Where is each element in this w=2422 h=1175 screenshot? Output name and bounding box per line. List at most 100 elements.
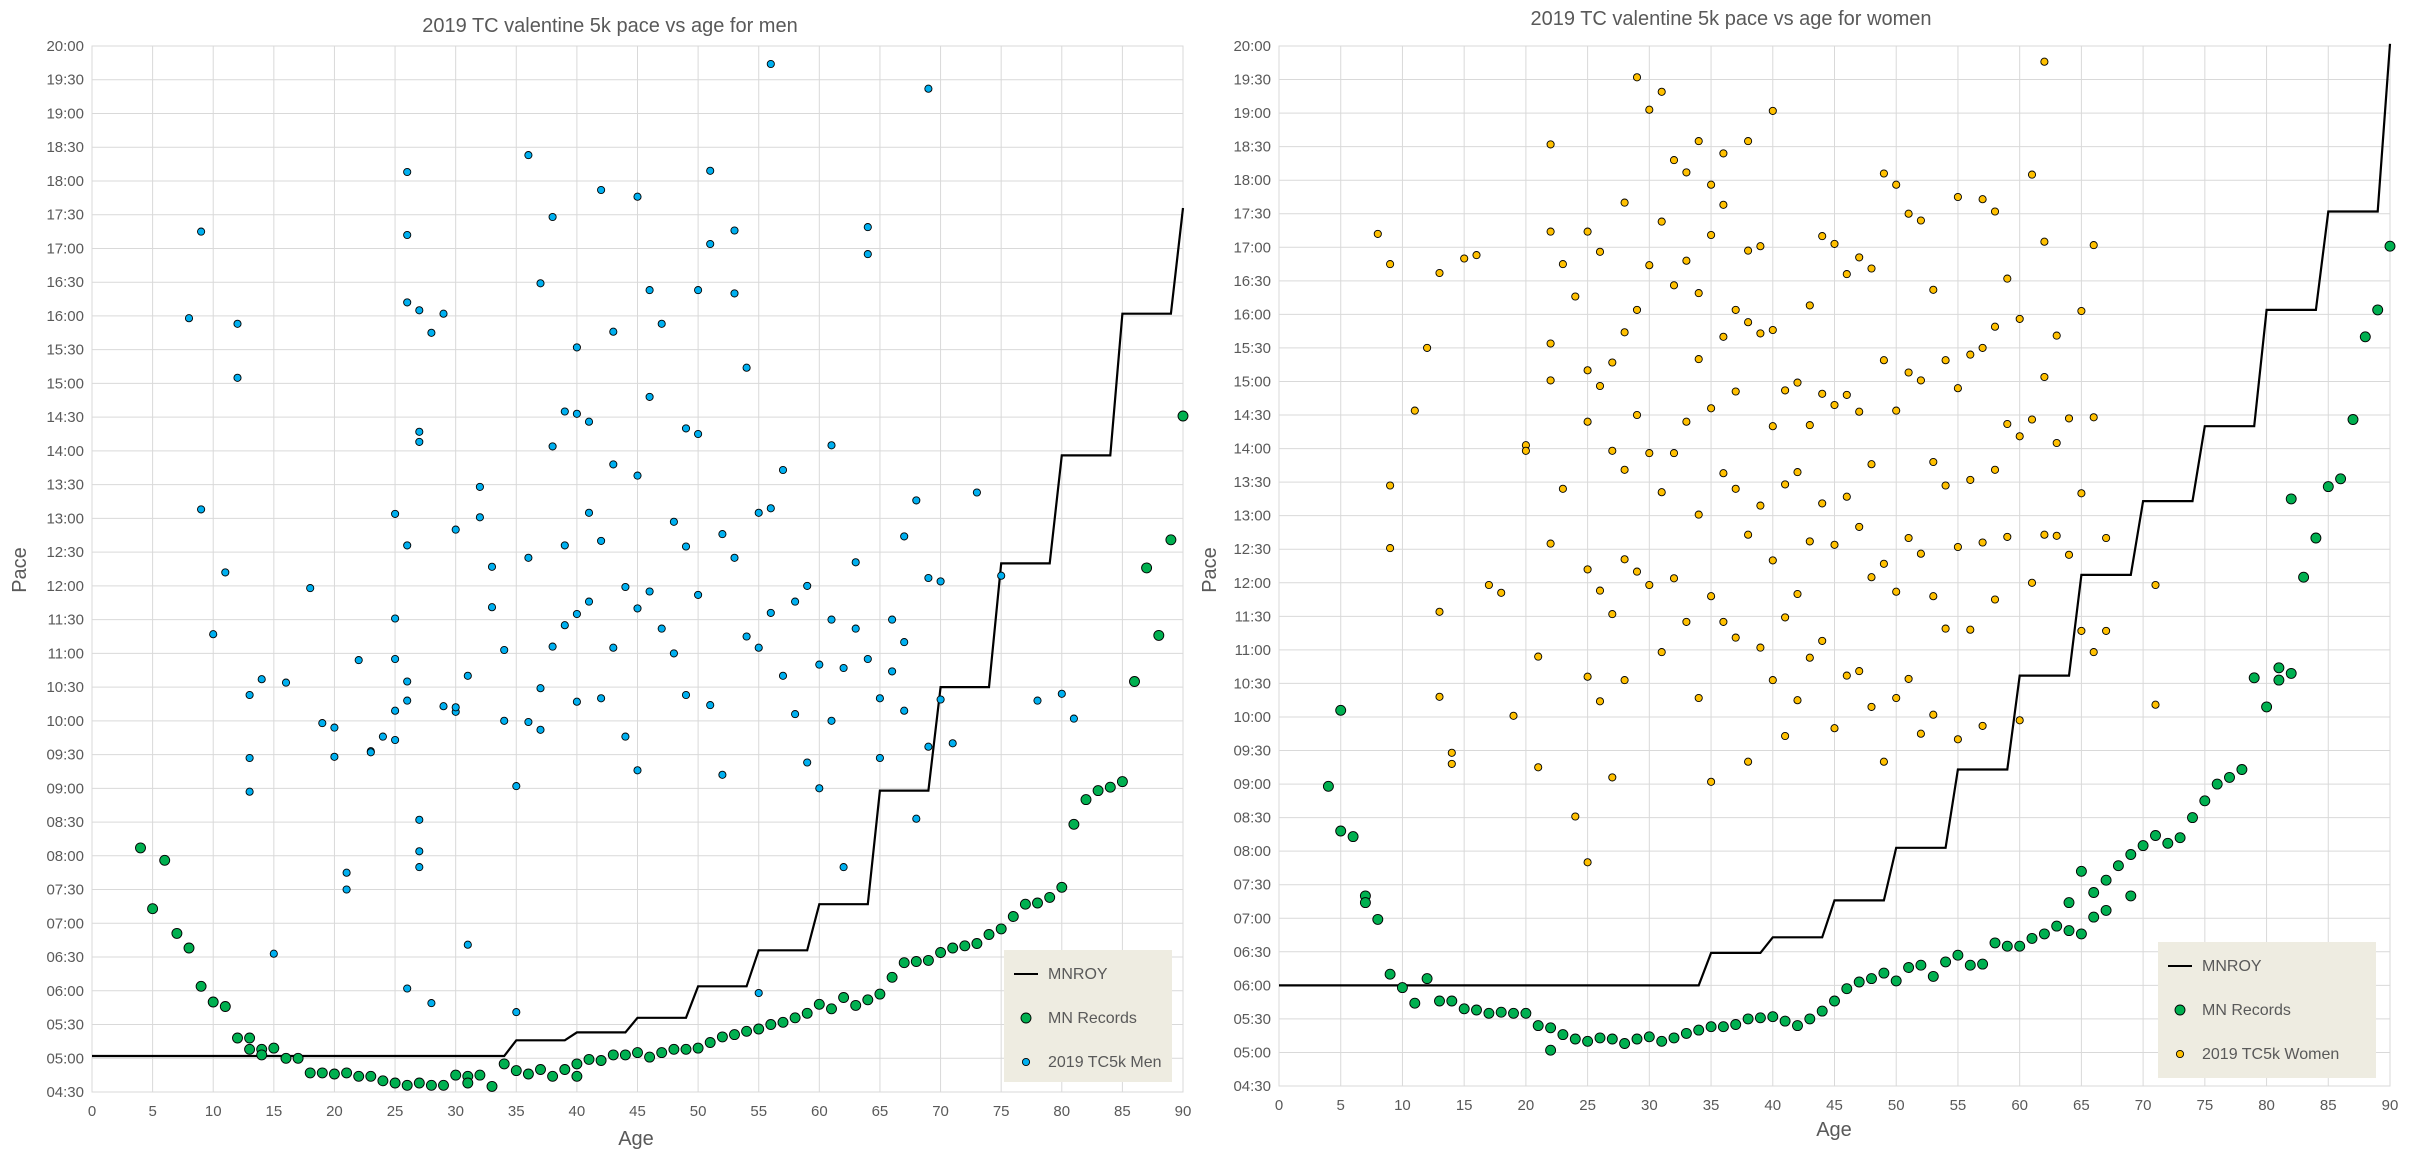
data-point [1669,574,1679,583]
data-point [1731,387,1740,396]
data-point [863,223,872,232]
data-point [413,1077,425,1089]
data-point [2359,331,2371,343]
data-point [500,716,509,725]
data-point [391,614,400,623]
data-point [1731,484,1740,493]
data-point [730,553,739,562]
x-tick-label: 90 [1175,1103,1192,1120]
data-point [1707,777,1716,786]
y-tick-label: 18:00 [1233,172,1271,189]
x-tick-label: 50 [690,1103,707,1120]
data-point [910,956,922,967]
data-point [1557,1029,1569,1041]
data-point [512,782,521,791]
y-tick-label: 06:30 [46,949,84,966]
data-point [742,632,751,641]
data-point [900,532,909,541]
data-point [1707,404,1716,413]
data-point [1941,624,1950,633]
data-point [1656,1035,1668,1047]
x-tick-label: 20 [326,1103,343,1120]
x-tick-label: 0 [1275,1097,1283,1114]
data-point [1866,973,1877,985]
data-point [1632,567,1642,576]
data-point [1842,390,1851,399]
data-point [851,558,860,567]
data-point [632,1047,643,1059]
data-point [645,286,654,295]
data-point [2040,372,2049,382]
y-tick-label: 11:30 [1235,608,1271,625]
data-point [1657,217,1666,226]
data-point [2051,920,2063,932]
data-point [487,562,497,571]
data-point [510,1065,522,1077]
data-point [681,424,691,433]
y-axis-label: Pace [1199,547,1221,593]
data-point [536,725,545,734]
data-point [1668,1032,1680,1044]
legend-marker-icon [2175,1049,2185,1059]
data-point [1546,339,1555,348]
data-point [1744,318,1753,327]
x-tick-label: 50 [1888,1097,1905,1114]
data-point [1595,247,1605,256]
data-point [2347,414,2359,425]
data-point [2372,304,2384,316]
data-point [1620,328,1629,337]
data-point [1032,897,1043,909]
data-point [778,671,788,680]
data-point [2003,419,2012,429]
y-tick-label: 17:30 [1233,206,1271,223]
data-point [633,192,642,201]
data-point [1645,105,1654,114]
data-point [377,1075,389,1087]
data-point [704,1037,716,1048]
data-point [1583,858,1592,867]
data-point [256,1049,268,1061]
data-point [1435,268,1444,278]
data-point [1793,468,1802,477]
data-point [403,167,412,177]
data-point [1571,292,1580,301]
legend-label: MNROY [2202,958,2262,975]
data-point [548,212,557,222]
data-point [1645,580,1654,590]
data-point [1608,610,1617,619]
data-point [1978,721,1987,730]
data-point [1460,254,1469,263]
x-tick-label: 10 [205,1103,222,1120]
data-point [498,1058,510,1070]
y-tick-label: 12:00 [46,578,84,595]
data-point [1373,229,1382,238]
step-line [92,207,1185,1058]
data-point [657,624,666,633]
data-point [2248,672,2260,684]
data-point [1471,1004,1482,1016]
data-point [524,717,533,727]
data-point [572,697,581,706]
data-point [2052,438,2061,448]
chart-women: 0 5 10 15 20 25 30 35 40 45 50 55 60 65 70 75 80 85 90 04:3… [1199,8,2398,1141]
legend-marker-icon [2174,1004,2186,1016]
data-point [403,696,412,705]
x-tick-label: 75 [993,1103,1010,1120]
data-point [572,343,581,352]
data-point [244,1043,256,1055]
data-point [597,694,606,703]
data-point [1731,305,1740,314]
data-point [766,504,775,513]
data-point [207,996,219,1008]
data-point [1768,106,1777,115]
data-point [1719,469,1728,478]
step-line [1279,43,2392,987]
data-point [839,663,848,673]
data-point [1177,410,1189,422]
data-point [862,994,874,1006]
data-point [2310,532,2322,544]
data-point [1855,667,1864,676]
data-point [948,739,957,748]
data-point [1007,911,1019,922]
data-point [874,988,886,1000]
